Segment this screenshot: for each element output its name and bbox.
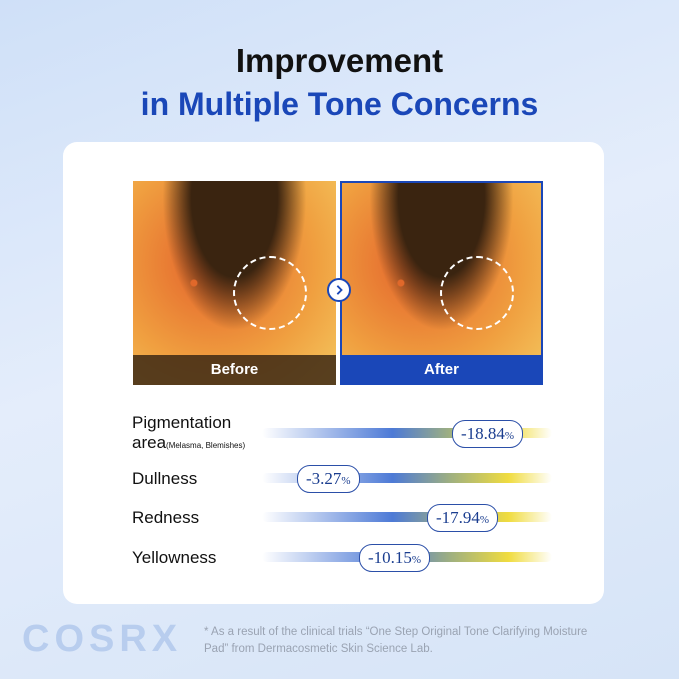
unit: % (411, 554, 422, 566)
footnote: * As a result of the clinical trials “On… (204, 626, 588, 655)
metric-row: Dullness -3.27% (132, 465, 552, 509)
subtitle: in Multiple Tone Concerns (140, 86, 539, 122)
title: Improvement (235, 42, 444, 79)
brand: COSRX (22, 618, 183, 660)
circle (440, 256, 514, 330)
metric-label: Dullness (132, 469, 257, 489)
metric-name: Pigmentation area (132, 413, 232, 452)
metric-sub: (Melasma, Blemishes) (166, 441, 246, 450)
metric-name: Yellowness (132, 548, 217, 567)
after-image: After (340, 181, 543, 385)
gradient-bar (262, 473, 552, 483)
value-pill: -10.15% (359, 544, 431, 572)
unit: % (504, 430, 515, 442)
before-label: Before (133, 355, 336, 385)
metric-row: Redness -17.94% (132, 504, 552, 548)
metric-label: Pigmentation area(Melasma, Blemishes) (132, 413, 257, 456)
value-pill: -3.27% (297, 465, 360, 493)
metric-row: Yellowness -10.15% (132, 544, 552, 588)
gradient-bar (262, 512, 552, 522)
unit: % (479, 514, 490, 526)
arrow (327, 278, 351, 302)
metric-label: Yellowness (132, 548, 257, 568)
metric-row: Pigmentation area(Melasma, Blemishes) -18… (132, 413, 552, 453)
value: -3.27 (306, 469, 342, 488)
metric-label: Redness (132, 508, 257, 528)
circle (233, 256, 307, 330)
value: -17.94 (436, 508, 480, 527)
value: -10.15 (368, 548, 412, 567)
unit: % (341, 475, 351, 487)
value-pill: -18.84% (452, 420, 524, 448)
metric-name: Redness (132, 508, 200, 527)
value-pill: -17.94% (427, 504, 499, 532)
before-image: Before (133, 181, 336, 385)
gradient-bar (262, 428, 552, 438)
after-label: After (340, 355, 543, 385)
value: -18.84 (461, 424, 505, 443)
metric-name: Dullness (132, 469, 198, 488)
